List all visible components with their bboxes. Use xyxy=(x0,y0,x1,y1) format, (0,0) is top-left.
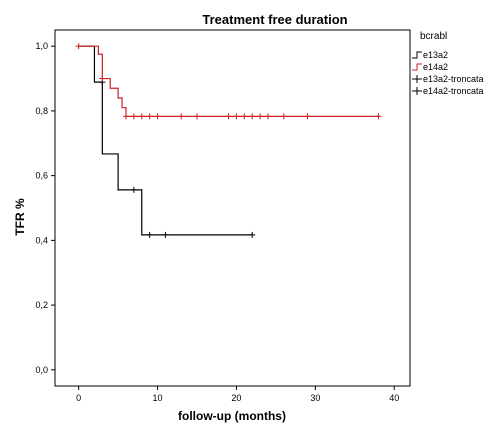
x-axis-label: follow-up (months) xyxy=(178,409,286,423)
legend-label-e14a2-troncata: e14a2-troncata xyxy=(423,86,484,96)
series-e14a2-censor-mark xyxy=(138,113,145,120)
y-tick-label: 0,8 xyxy=(35,106,48,116)
series-e14a2-line xyxy=(78,45,379,118)
legend-label-e13a2: e13a2 xyxy=(423,50,448,60)
y-tick-label: 0,2 xyxy=(35,300,48,310)
legend: bcrabl e13a2 e14a2 e13a2-troncata e14a2-tro… xyxy=(412,31,484,96)
series-e14a2-censor-mark xyxy=(123,113,129,120)
series-e14a2-censor-mark xyxy=(194,113,200,120)
series-e14a2-censor-mark xyxy=(241,113,248,120)
x-tick-label: 20 xyxy=(231,393,241,403)
plot-frame xyxy=(54,29,411,387)
series-e14a2-censor-mark xyxy=(249,113,256,120)
series-e13a2-censor-mark xyxy=(162,231,169,238)
series-e14a2-censor-mark xyxy=(146,113,153,120)
chart-title: Treatment free duration xyxy=(202,12,347,27)
series-e13a2-censor-mark xyxy=(249,231,256,238)
series-e14a2-censor-mark xyxy=(154,113,161,120)
x-tick-label: 0 xyxy=(76,393,81,403)
y-tick-label: 0,0 xyxy=(35,365,48,375)
series-e14a2-censor-mark xyxy=(257,113,264,120)
y-tick-label: 1,0 xyxy=(35,41,48,51)
legend-title: bcrabl xyxy=(420,31,447,42)
y-tick-label: 0,6 xyxy=(35,171,48,181)
series-e14a2-censor-mark xyxy=(265,113,271,120)
series-e13a2-censor-mark xyxy=(130,186,137,193)
y-axis-label: TFR % xyxy=(13,198,27,236)
series-e14a2-censor-mark xyxy=(99,75,106,82)
legend-swatch-e14a2-troncata xyxy=(412,87,422,95)
series-e14a2-censor-mark xyxy=(233,113,240,120)
y-axis: 0,0 0,2 0,4 0,6 0,8 1,0 xyxy=(35,41,55,375)
legend-swatch-e13a2 xyxy=(412,51,422,59)
series-e13a2-line xyxy=(78,45,253,236)
x-axis: 0 10 20 30 40 xyxy=(76,386,399,403)
x-tick-label: 30 xyxy=(310,393,320,403)
series-e14a2-censor-mark xyxy=(375,113,382,120)
x-tick-label: 10 xyxy=(153,393,163,403)
series-e14a2-censor-mark xyxy=(130,113,137,120)
series-e14a2-censor-mark xyxy=(178,113,185,120)
legend-swatch-e13a2-troncata xyxy=(412,75,422,83)
y-tick-label: 0,4 xyxy=(35,235,48,245)
series-e14a2-censor-mark xyxy=(280,113,287,120)
series-layer xyxy=(75,43,382,238)
legend-swatch-e14a2 xyxy=(412,63,422,71)
x-tick-label: 40 xyxy=(389,393,399,403)
series-e13a2-censor-mark xyxy=(146,231,153,238)
series-e14a2-censor-mark xyxy=(75,43,82,50)
series-e14a2-censor-mark xyxy=(225,113,232,120)
series-e14a2-censor-mark xyxy=(304,113,311,120)
legend-label-e14a2: e14a2 xyxy=(423,62,448,72)
legend-label-e13a2-troncata: e13a2-troncata xyxy=(423,74,484,84)
